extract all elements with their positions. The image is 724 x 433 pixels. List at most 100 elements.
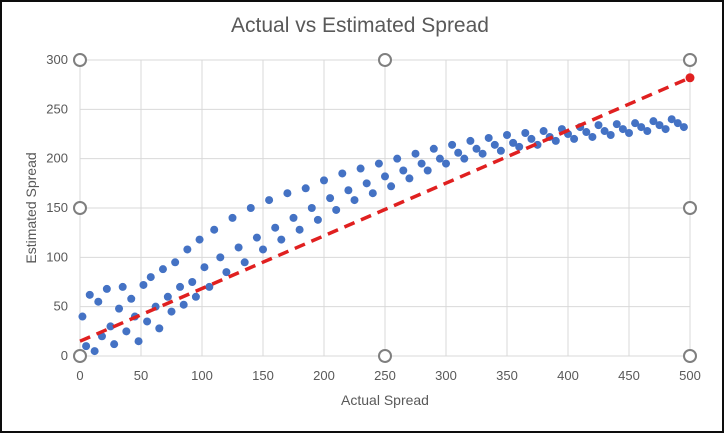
y-tick-label: 50 xyxy=(54,299,68,314)
x-tick-label: 400 xyxy=(557,368,579,383)
data-point xyxy=(295,225,304,234)
chart-title: Actual vs Estimated Spread xyxy=(231,14,489,37)
y-tick-label: 250 xyxy=(46,101,68,116)
data-point xyxy=(344,186,353,195)
data-point xyxy=(643,127,652,136)
data-point xyxy=(655,121,664,130)
data-point xyxy=(582,128,591,137)
data-point xyxy=(301,184,310,193)
resize-handle[interactable] xyxy=(378,53,392,67)
data-point xyxy=(374,159,383,168)
data-point xyxy=(393,154,402,163)
y-tick-label: 0 xyxy=(61,348,68,363)
data-point xyxy=(127,294,136,303)
data-point xyxy=(423,166,432,175)
data-point xyxy=(454,148,463,157)
resize-handle[interactable] xyxy=(683,53,697,67)
data-point xyxy=(460,154,469,163)
x-tick-label: 100 xyxy=(191,368,213,383)
data-point xyxy=(143,317,152,326)
data-point xyxy=(252,233,261,242)
data-point xyxy=(350,196,359,205)
data-point xyxy=(405,174,414,183)
data-point xyxy=(110,340,119,349)
data-point xyxy=(472,144,481,153)
data-point xyxy=(490,140,499,149)
data-point xyxy=(155,324,164,333)
data-point xyxy=(313,215,322,224)
resize-handle[interactable] xyxy=(73,53,87,67)
data-point xyxy=(332,205,341,214)
data-point xyxy=(387,182,396,191)
data-point xyxy=(163,292,172,301)
data-point xyxy=(673,119,682,128)
data-point xyxy=(195,235,204,244)
data-point xyxy=(570,134,579,143)
data-point xyxy=(606,130,615,139)
x-tick-label: 450 xyxy=(618,368,640,383)
data-point xyxy=(222,268,231,277)
data-point xyxy=(484,133,493,142)
resize-handle[interactable] xyxy=(73,201,87,215)
x-tick-label: 200 xyxy=(313,368,335,383)
data-point xyxy=(539,127,548,136)
data-point xyxy=(167,307,176,316)
selection-handles[interactable] xyxy=(73,53,697,363)
data-point xyxy=(139,280,148,289)
data-point xyxy=(216,253,225,262)
data-point xyxy=(283,189,292,198)
x-tick-label: 350 xyxy=(496,368,518,383)
data-point xyxy=(90,347,99,356)
data-point xyxy=(205,282,214,291)
x-axis-ticks: 0 50 100 150 200 250 300 350 400 450 500 xyxy=(76,368,700,383)
y-tick-label: 100 xyxy=(46,249,68,264)
data-point xyxy=(679,123,688,132)
data-point xyxy=(307,204,316,212)
data-point xyxy=(356,164,365,173)
data-point xyxy=(625,129,633,138)
data-point xyxy=(381,172,389,181)
x-axis-label: Actual Spread xyxy=(341,392,429,408)
data-point xyxy=(171,258,180,267)
data-point xyxy=(588,132,597,141)
data-point xyxy=(158,265,167,274)
data-point xyxy=(277,235,286,244)
data-point xyxy=(399,166,408,175)
data-point xyxy=(271,223,280,232)
data-point xyxy=(637,123,646,132)
y-tick-label: 300 xyxy=(46,52,68,67)
data-point xyxy=(503,130,511,139)
data-point xyxy=(649,117,658,126)
data-point xyxy=(265,196,274,205)
data-point xyxy=(176,282,185,291)
trendline-end-point xyxy=(685,73,695,83)
data-point xyxy=(442,159,450,168)
data-point xyxy=(612,120,621,129)
resize-handle[interactable] xyxy=(683,201,697,215)
data-point xyxy=(631,119,640,128)
data-point xyxy=(85,290,94,299)
trendline xyxy=(79,76,691,343)
resize-handle[interactable] xyxy=(73,349,87,363)
data-point xyxy=(338,169,347,178)
data-point xyxy=(118,282,127,291)
data-point xyxy=(228,213,237,222)
y-tick-label: 200 xyxy=(46,151,68,166)
data-point xyxy=(106,322,115,331)
x-tick-label: 250 xyxy=(374,368,396,383)
data-point xyxy=(362,179,371,188)
data-point xyxy=(78,312,87,321)
resize-handle[interactable] xyxy=(683,349,697,363)
data-point xyxy=(527,134,536,143)
x-tick-label: 500 xyxy=(679,368,701,383)
data-point xyxy=(661,125,670,134)
data-point xyxy=(478,149,487,158)
data-point xyxy=(515,142,524,151)
resize-handle[interactable] xyxy=(378,349,392,363)
data-point xyxy=(509,138,518,147)
data-point xyxy=(94,297,103,306)
data-point xyxy=(122,327,131,336)
data-point xyxy=(429,144,438,153)
